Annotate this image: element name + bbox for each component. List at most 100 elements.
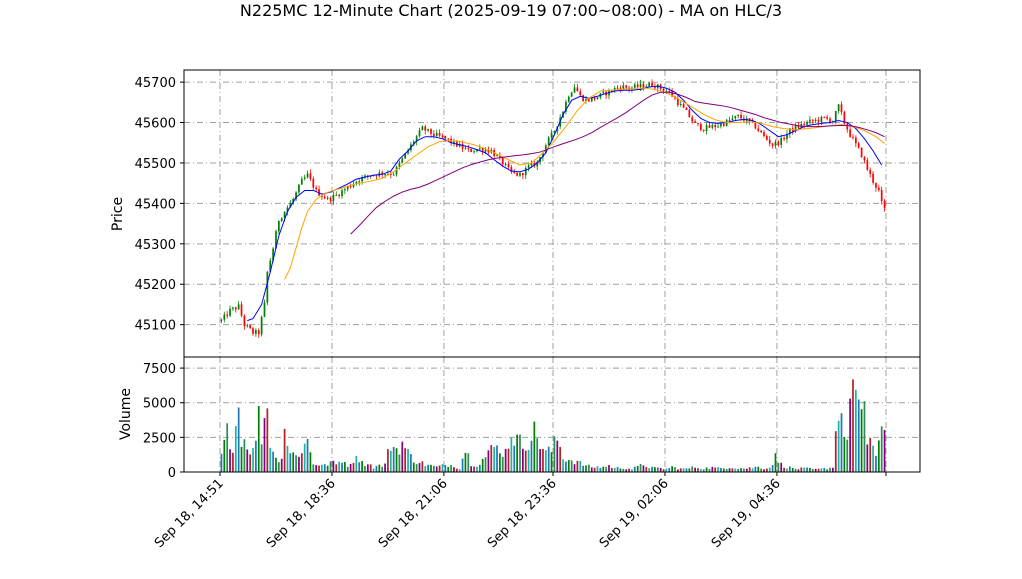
volume-bar bbox=[366, 464, 369, 472]
candle-body bbox=[857, 143, 860, 148]
candle-body bbox=[289, 202, 292, 208]
volume-bar bbox=[648, 468, 651, 472]
volume-bar bbox=[329, 461, 332, 472]
volume-bar bbox=[272, 451, 274, 472]
candle-body bbox=[788, 128, 791, 135]
volume-bar bbox=[843, 436, 846, 472]
candle-body bbox=[527, 165, 530, 168]
volume-bar bbox=[458, 469, 461, 472]
moving-average-lines bbox=[247, 85, 885, 322]
candle-body bbox=[427, 128, 429, 131]
volume-bar bbox=[717, 467, 719, 472]
candle-body bbox=[849, 129, 851, 137]
volume-bar bbox=[677, 469, 679, 472]
volume-bar bbox=[582, 465, 585, 472]
volume-bar bbox=[444, 465, 447, 472]
volume-bar bbox=[688, 468, 691, 472]
volume-bar bbox=[562, 459, 564, 472]
volume-bar bbox=[711, 466, 714, 472]
candle-body bbox=[433, 133, 435, 136]
candle-body bbox=[809, 119, 811, 122]
volume-bar bbox=[622, 468, 625, 472]
candle-body bbox=[335, 194, 338, 196]
volume-bar bbox=[602, 466, 605, 472]
candle-body bbox=[777, 141, 780, 145]
volume-bar bbox=[306, 438, 309, 472]
candle-body bbox=[404, 153, 407, 159]
candle-body bbox=[504, 163, 507, 165]
volume-bar bbox=[834, 431, 837, 472]
volume-bar bbox=[521, 448, 524, 472]
volume-bar bbox=[542, 448, 544, 472]
candle-body bbox=[375, 175, 378, 177]
candle-body bbox=[625, 85, 628, 88]
candle-body bbox=[705, 125, 708, 132]
volume-bar bbox=[435, 466, 438, 472]
candle-body bbox=[883, 201, 886, 209]
volume-bar bbox=[777, 462, 780, 472]
price-y-tick-label: 45700 bbox=[135, 76, 176, 91]
volume-bar bbox=[358, 462, 361, 472]
volume-bar bbox=[593, 467, 596, 472]
candle-body bbox=[481, 148, 484, 152]
volume-bar bbox=[679, 468, 682, 472]
candle-body bbox=[596, 97, 599, 100]
price-y-tick-label: 45100 bbox=[135, 319, 176, 334]
volume-bar bbox=[590, 467, 593, 472]
volume-bar bbox=[636, 466, 639, 472]
volume-y-tick-label: 7500 bbox=[143, 362, 176, 377]
candle-body bbox=[381, 172, 384, 175]
candle-body bbox=[714, 125, 717, 128]
candle-body bbox=[585, 99, 587, 102]
candle-body bbox=[682, 104, 685, 108]
volume-bar bbox=[260, 444, 263, 472]
volume-bar bbox=[473, 466, 475, 472]
candle-body bbox=[826, 117, 829, 119]
volume-bar bbox=[536, 438, 539, 472]
candle-body bbox=[622, 85, 625, 89]
candle-body bbox=[877, 187, 880, 191]
volume-bar bbox=[355, 456, 358, 472]
volume-bar bbox=[527, 449, 530, 472]
volume-bar bbox=[275, 457, 277, 472]
candle-body bbox=[464, 148, 467, 150]
candle-body bbox=[487, 149, 490, 153]
candle-body bbox=[312, 178, 315, 188]
candle-body bbox=[240, 304, 243, 316]
volume-bar bbox=[433, 465, 435, 472]
volume-bar bbox=[570, 460, 573, 472]
candle-body bbox=[737, 114, 740, 117]
x-tick-label: Sep 18, 18:36 bbox=[264, 476, 339, 551]
volume-bar bbox=[745, 468, 748, 472]
volume-bar bbox=[768, 467, 771, 472]
candle-body bbox=[829, 118, 831, 123]
volume-bar bbox=[682, 468, 685, 472]
volume-y-tick-label: 2500 bbox=[143, 431, 176, 446]
candle-body bbox=[369, 175, 372, 177]
candle-body bbox=[513, 172, 516, 174]
candle-body bbox=[510, 167, 513, 173]
volume-bar bbox=[280, 458, 283, 472]
candle-body bbox=[332, 194, 335, 201]
candle-body bbox=[364, 175, 366, 177]
volume-bar bbox=[610, 468, 613, 472]
candle-body bbox=[570, 92, 573, 97]
volume-bar bbox=[378, 464, 381, 472]
candle-body bbox=[783, 137, 785, 140]
candle-body bbox=[283, 211, 286, 219]
volume-bar bbox=[857, 399, 860, 472]
volume-bar bbox=[780, 462, 783, 472]
candle-body bbox=[754, 121, 757, 129]
candle-body bbox=[668, 91, 671, 93]
volume-bar bbox=[470, 466, 473, 472]
volume-bar bbox=[826, 469, 829, 472]
candle-body bbox=[579, 91, 582, 96]
volume-bar bbox=[849, 398, 851, 472]
volume-bar bbox=[642, 465, 645, 472]
volume-bar bbox=[223, 439, 226, 472]
volume-bar bbox=[702, 469, 705, 472]
volume-bar bbox=[588, 464, 590, 472]
volume-bar bbox=[760, 468, 762, 472]
candle-body bbox=[834, 111, 837, 122]
candle-body bbox=[590, 97, 593, 102]
